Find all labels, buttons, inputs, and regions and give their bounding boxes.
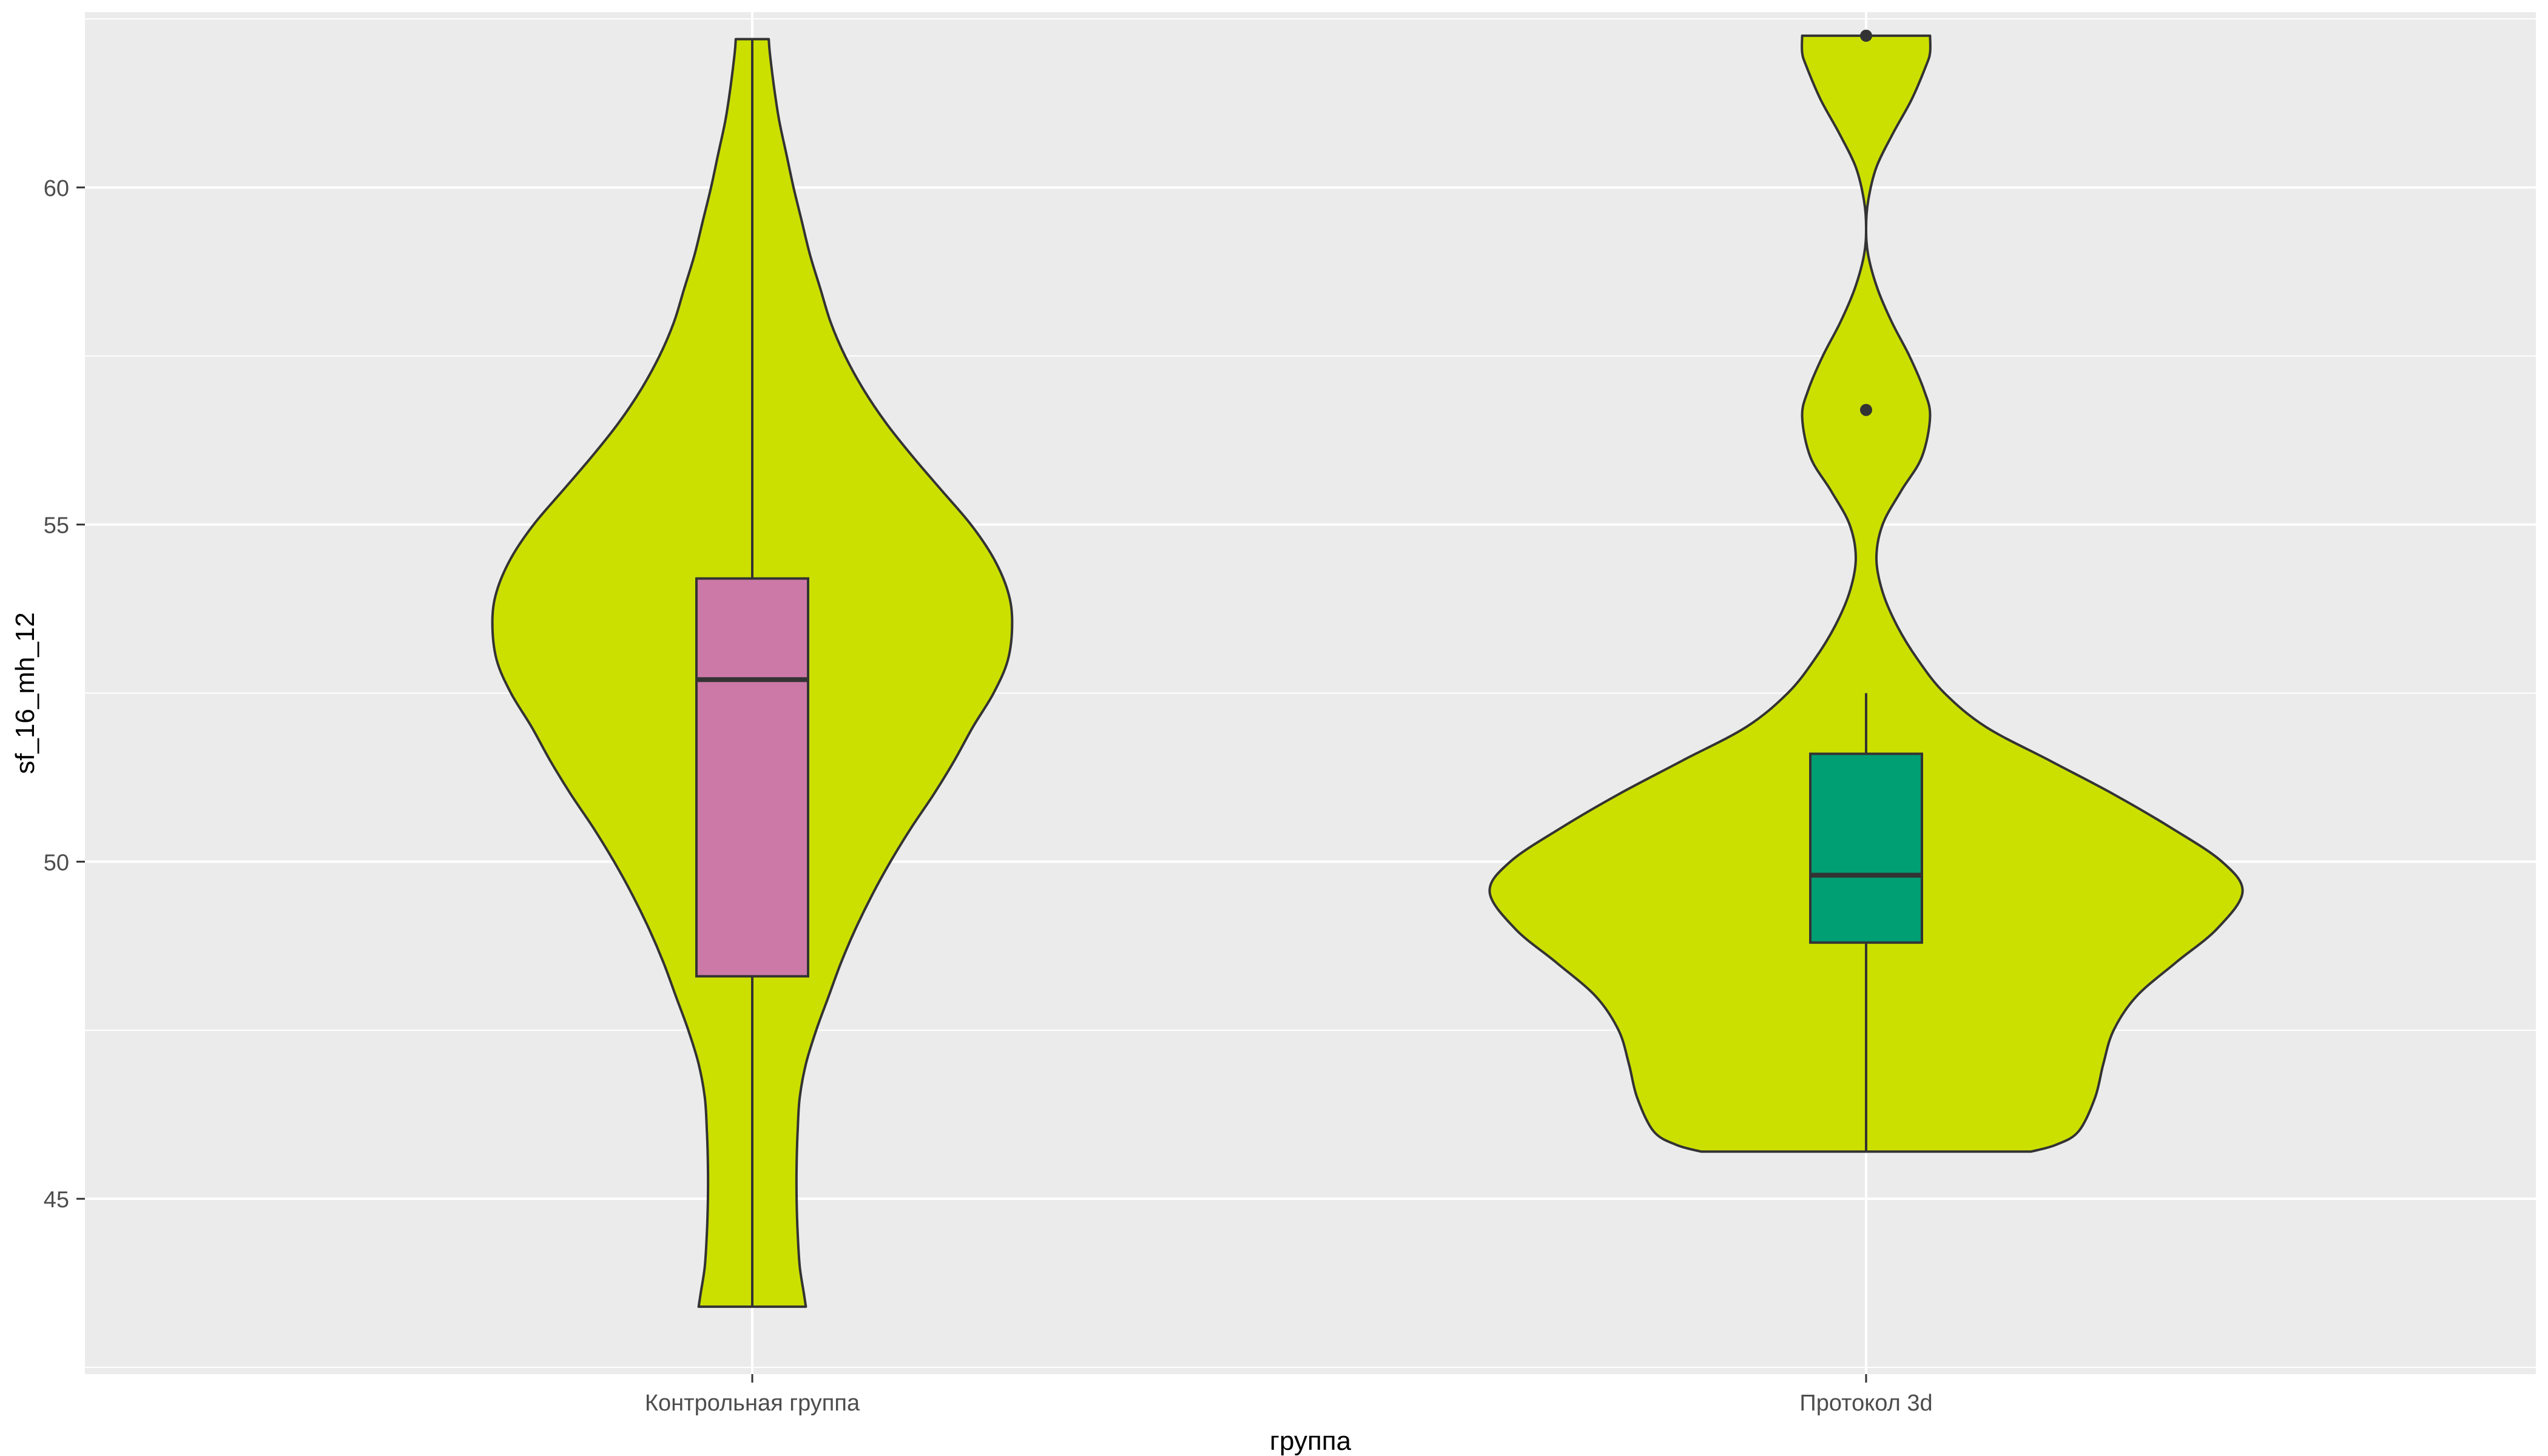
grid-minor [85,18,2536,1368]
axes: 45 50 55 60 Контрольная группа Протокол 3d [44,176,1933,1416]
y-tick-label: 55 [44,513,69,539]
x-axis-title: группа [1270,1426,1352,1456]
box-2 [1809,752,1923,944]
y-axis-title: sf_16_mh_12 [10,612,40,774]
y-tick-label: 45 [44,1187,69,1213]
y-tick-label: 50 [44,850,69,875]
x-tick-label: Протокол 3d [1799,1390,1932,1416]
outlier-point [1860,403,1872,416]
outlier-point [1860,29,1872,42]
violin-2 [1488,34,2244,1153]
y-tick-label: 60 [44,176,69,201]
chart-marks [491,29,2244,1308]
box-1 [695,577,809,978]
x-tick-label: Контрольная группа [645,1390,860,1416]
